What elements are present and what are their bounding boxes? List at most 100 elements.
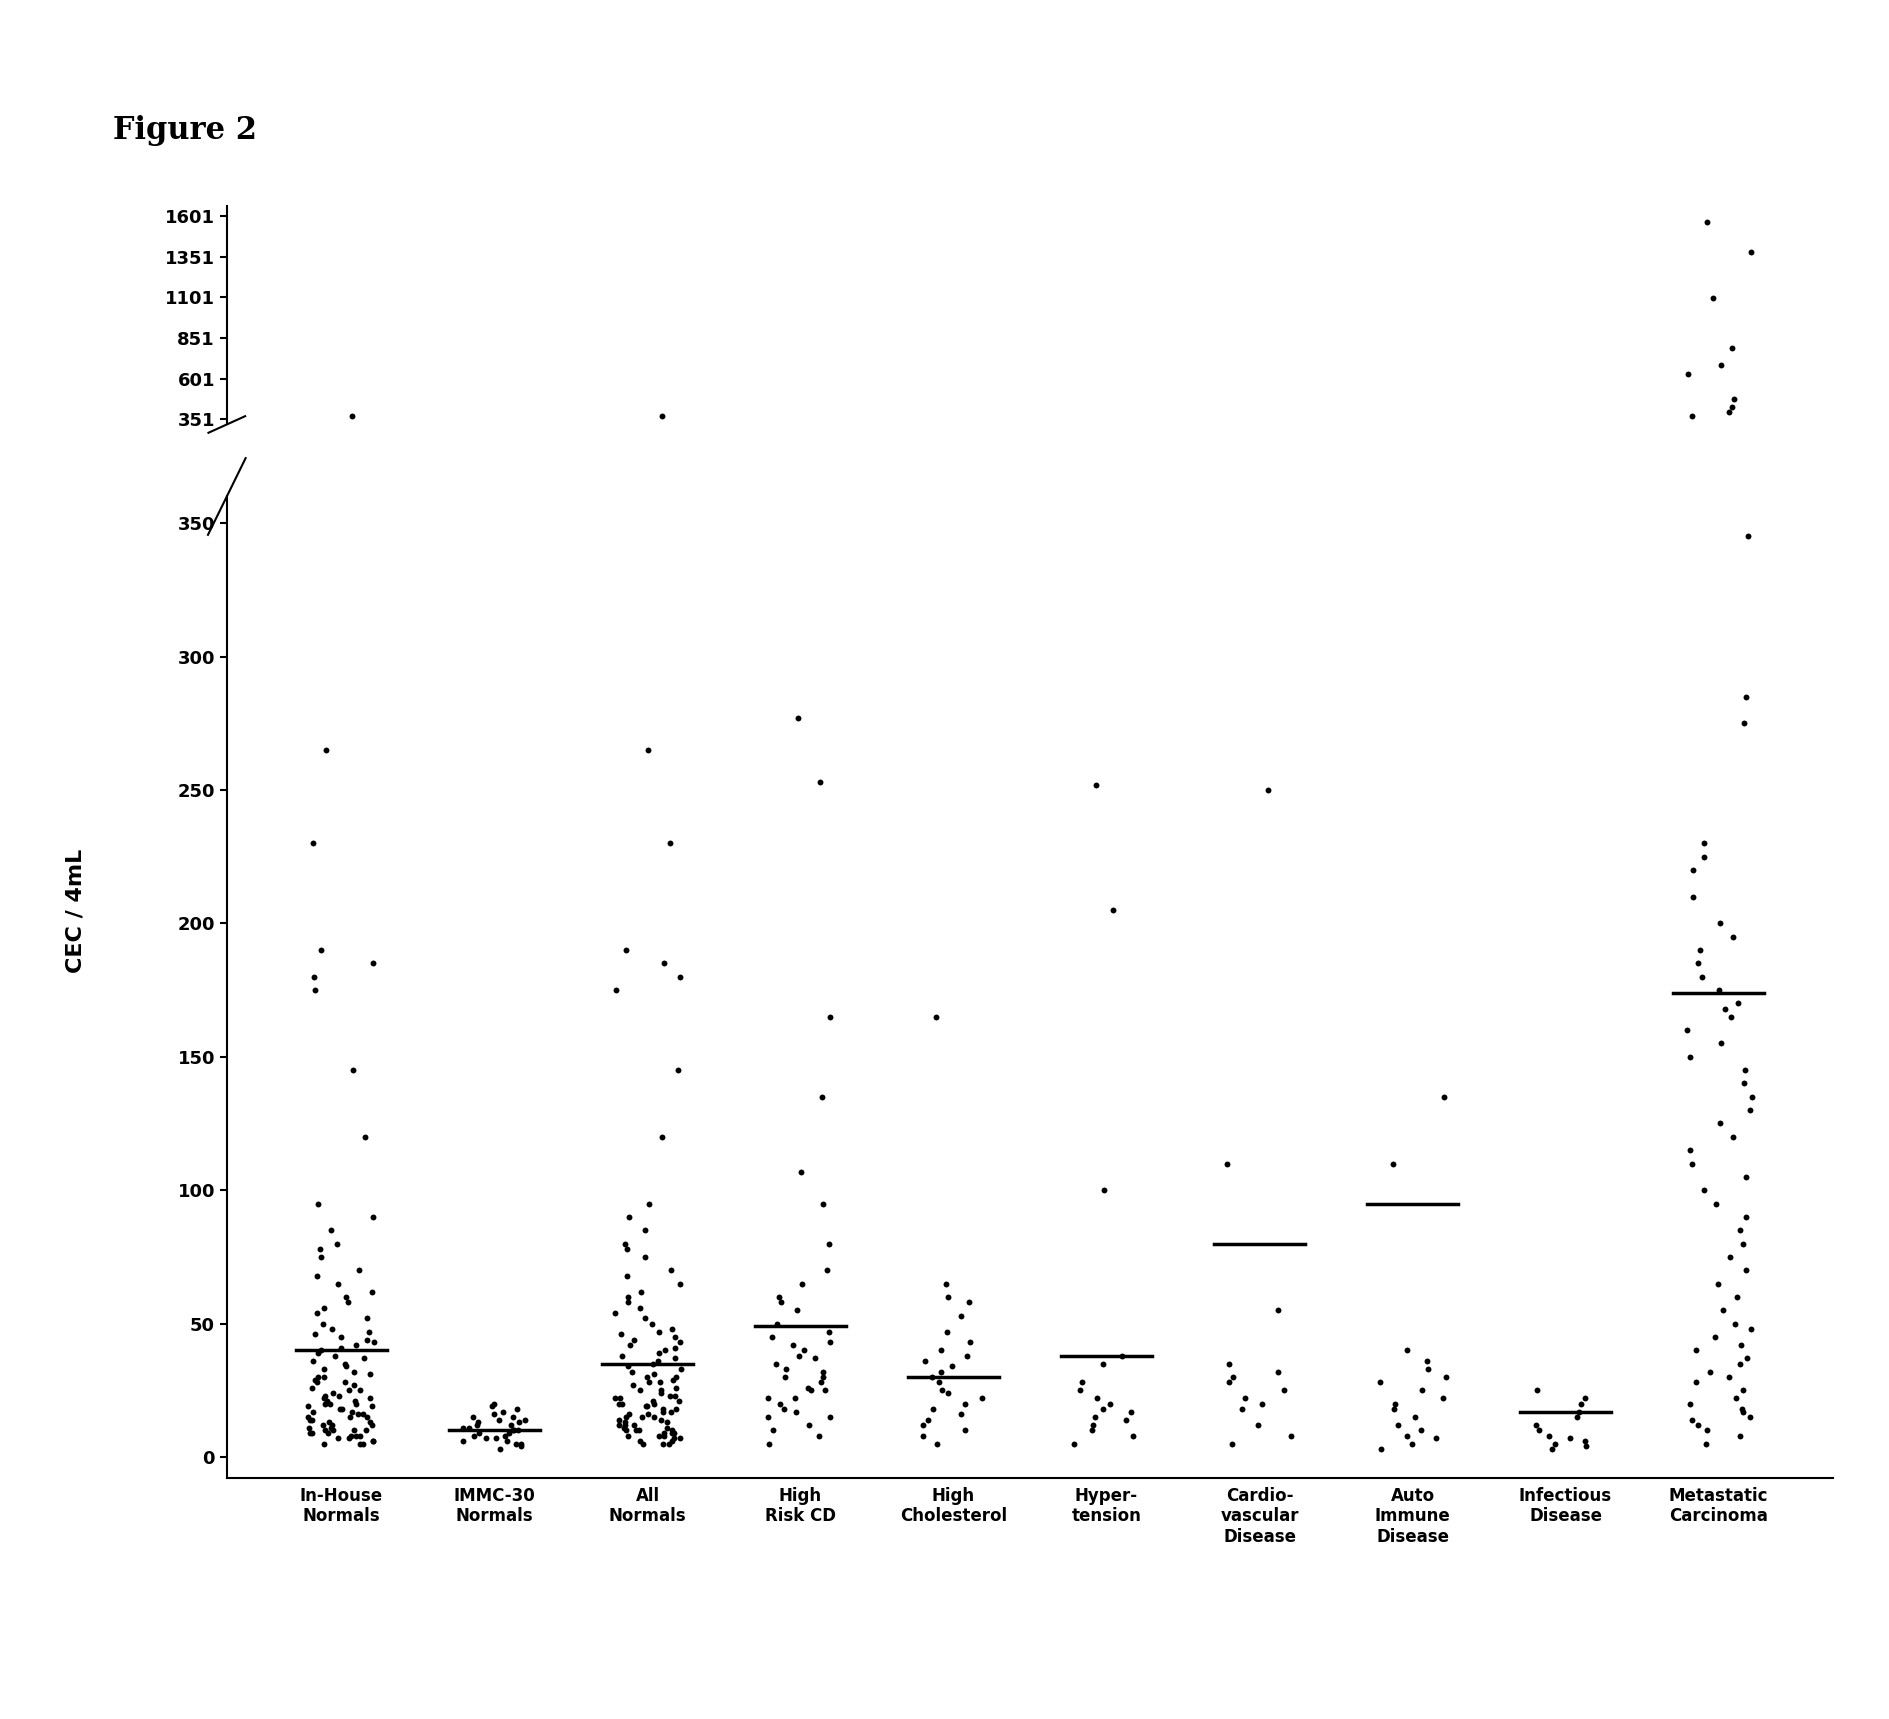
Point — [812, 1318, 842, 1346]
Point — [321, 1229, 351, 1257]
Point — [1540, 1430, 1570, 1458]
Point — [1704, 351, 1734, 378]
Point — [614, 1203, 644, 1231]
Point — [506, 1432, 536, 1459]
Point — [646, 1377, 676, 1404]
Point — [1700, 1190, 1730, 1217]
Point — [1685, 937, 1715, 964]
Point — [506, 1430, 536, 1458]
Point — [612, 1289, 642, 1317]
Point — [633, 1401, 663, 1428]
Point — [1262, 1358, 1292, 1386]
Point — [1536, 1435, 1566, 1463]
Point — [1067, 1368, 1098, 1396]
Point — [1730, 1344, 1761, 1372]
Point — [359, 1427, 389, 1454]
Point — [761, 1310, 791, 1337]
Point — [1262, 1296, 1292, 1324]
Point — [922, 1430, 952, 1458]
Point — [638, 1387, 669, 1415]
Point — [484, 1406, 514, 1434]
Point — [1730, 1164, 1761, 1191]
Point — [1570, 1427, 1600, 1454]
Point — [620, 1416, 650, 1444]
Point — [306, 937, 336, 964]
Point — [814, 1229, 844, 1257]
Point — [757, 1416, 788, 1444]
Point — [346, 1422, 376, 1449]
Point — [950, 1416, 980, 1444]
Point — [302, 1368, 332, 1396]
Point — [950, 1391, 980, 1418]
Point — [510, 1406, 540, 1434]
Point — [782, 1296, 812, 1324]
Point — [1562, 1403, 1592, 1430]
Point — [493, 1420, 523, 1447]
Point — [661, 1396, 691, 1423]
Point — [327, 1396, 357, 1423]
Point — [663, 1387, 693, 1415]
Point — [1710, 995, 1740, 1023]
Point — [349, 1416, 380, 1444]
Point — [314, 1420, 344, 1447]
Point — [1704, 1110, 1734, 1138]
Point — [1713, 399, 1744, 426]
Point — [298, 1367, 329, 1394]
Point — [612, 1422, 642, 1449]
Point — [610, 1403, 640, 1430]
Point — [646, 402, 676, 430]
Point — [1691, 208, 1721, 236]
Point — [612, 1353, 642, 1380]
Point — [1275, 1422, 1305, 1449]
Point — [448, 1415, 478, 1442]
Point — [1672, 361, 1702, 388]
Point — [1721, 1282, 1751, 1310]
Point — [1088, 1176, 1118, 1203]
Point — [351, 1403, 382, 1430]
Point — [302, 1339, 332, 1367]
Point — [1727, 1398, 1757, 1425]
Point — [599, 1384, 629, 1411]
Point — [1727, 1229, 1757, 1257]
Text: CEC / 4mL: CEC / 4mL — [66, 849, 85, 973]
Point — [310, 1363, 340, 1391]
Point — [325, 1396, 355, 1423]
Point — [638, 1349, 669, 1377]
Point — [317, 1411, 348, 1439]
Point — [357, 1392, 387, 1420]
Point — [336, 402, 366, 430]
Point — [808, 1190, 839, 1217]
Point — [805, 1422, 835, 1449]
Point — [659, 1425, 689, 1453]
Point — [1681, 1411, 1711, 1439]
Point — [1725, 1422, 1755, 1449]
Point — [795, 1377, 825, 1404]
Point — [1570, 1384, 1600, 1411]
Point — [644, 1318, 674, 1346]
Point — [1728, 710, 1759, 737]
Point — [1730, 1257, 1761, 1284]
Point — [659, 1324, 689, 1351]
Point — [655, 1420, 686, 1447]
Point — [614, 1401, 644, 1428]
Point — [1674, 1136, 1704, 1164]
Point — [478, 1401, 508, 1428]
Point — [323, 1270, 353, 1298]
Point — [351, 1305, 382, 1332]
Point — [304, 1236, 334, 1263]
Point — [315, 1415, 346, 1442]
Point — [1111, 1406, 1141, 1434]
Point — [480, 1425, 510, 1453]
Point — [765, 1289, 795, 1317]
Point — [608, 1415, 638, 1442]
Point — [487, 1398, 518, 1425]
Point — [355, 1408, 385, 1435]
Point — [340, 1387, 370, 1415]
Point — [357, 1411, 387, 1439]
Point — [814, 1403, 844, 1430]
Point — [1702, 976, 1732, 1004]
Point — [657, 1420, 688, 1447]
Point — [461, 1411, 491, 1439]
Point — [357, 1203, 387, 1231]
Point — [807, 1083, 837, 1110]
